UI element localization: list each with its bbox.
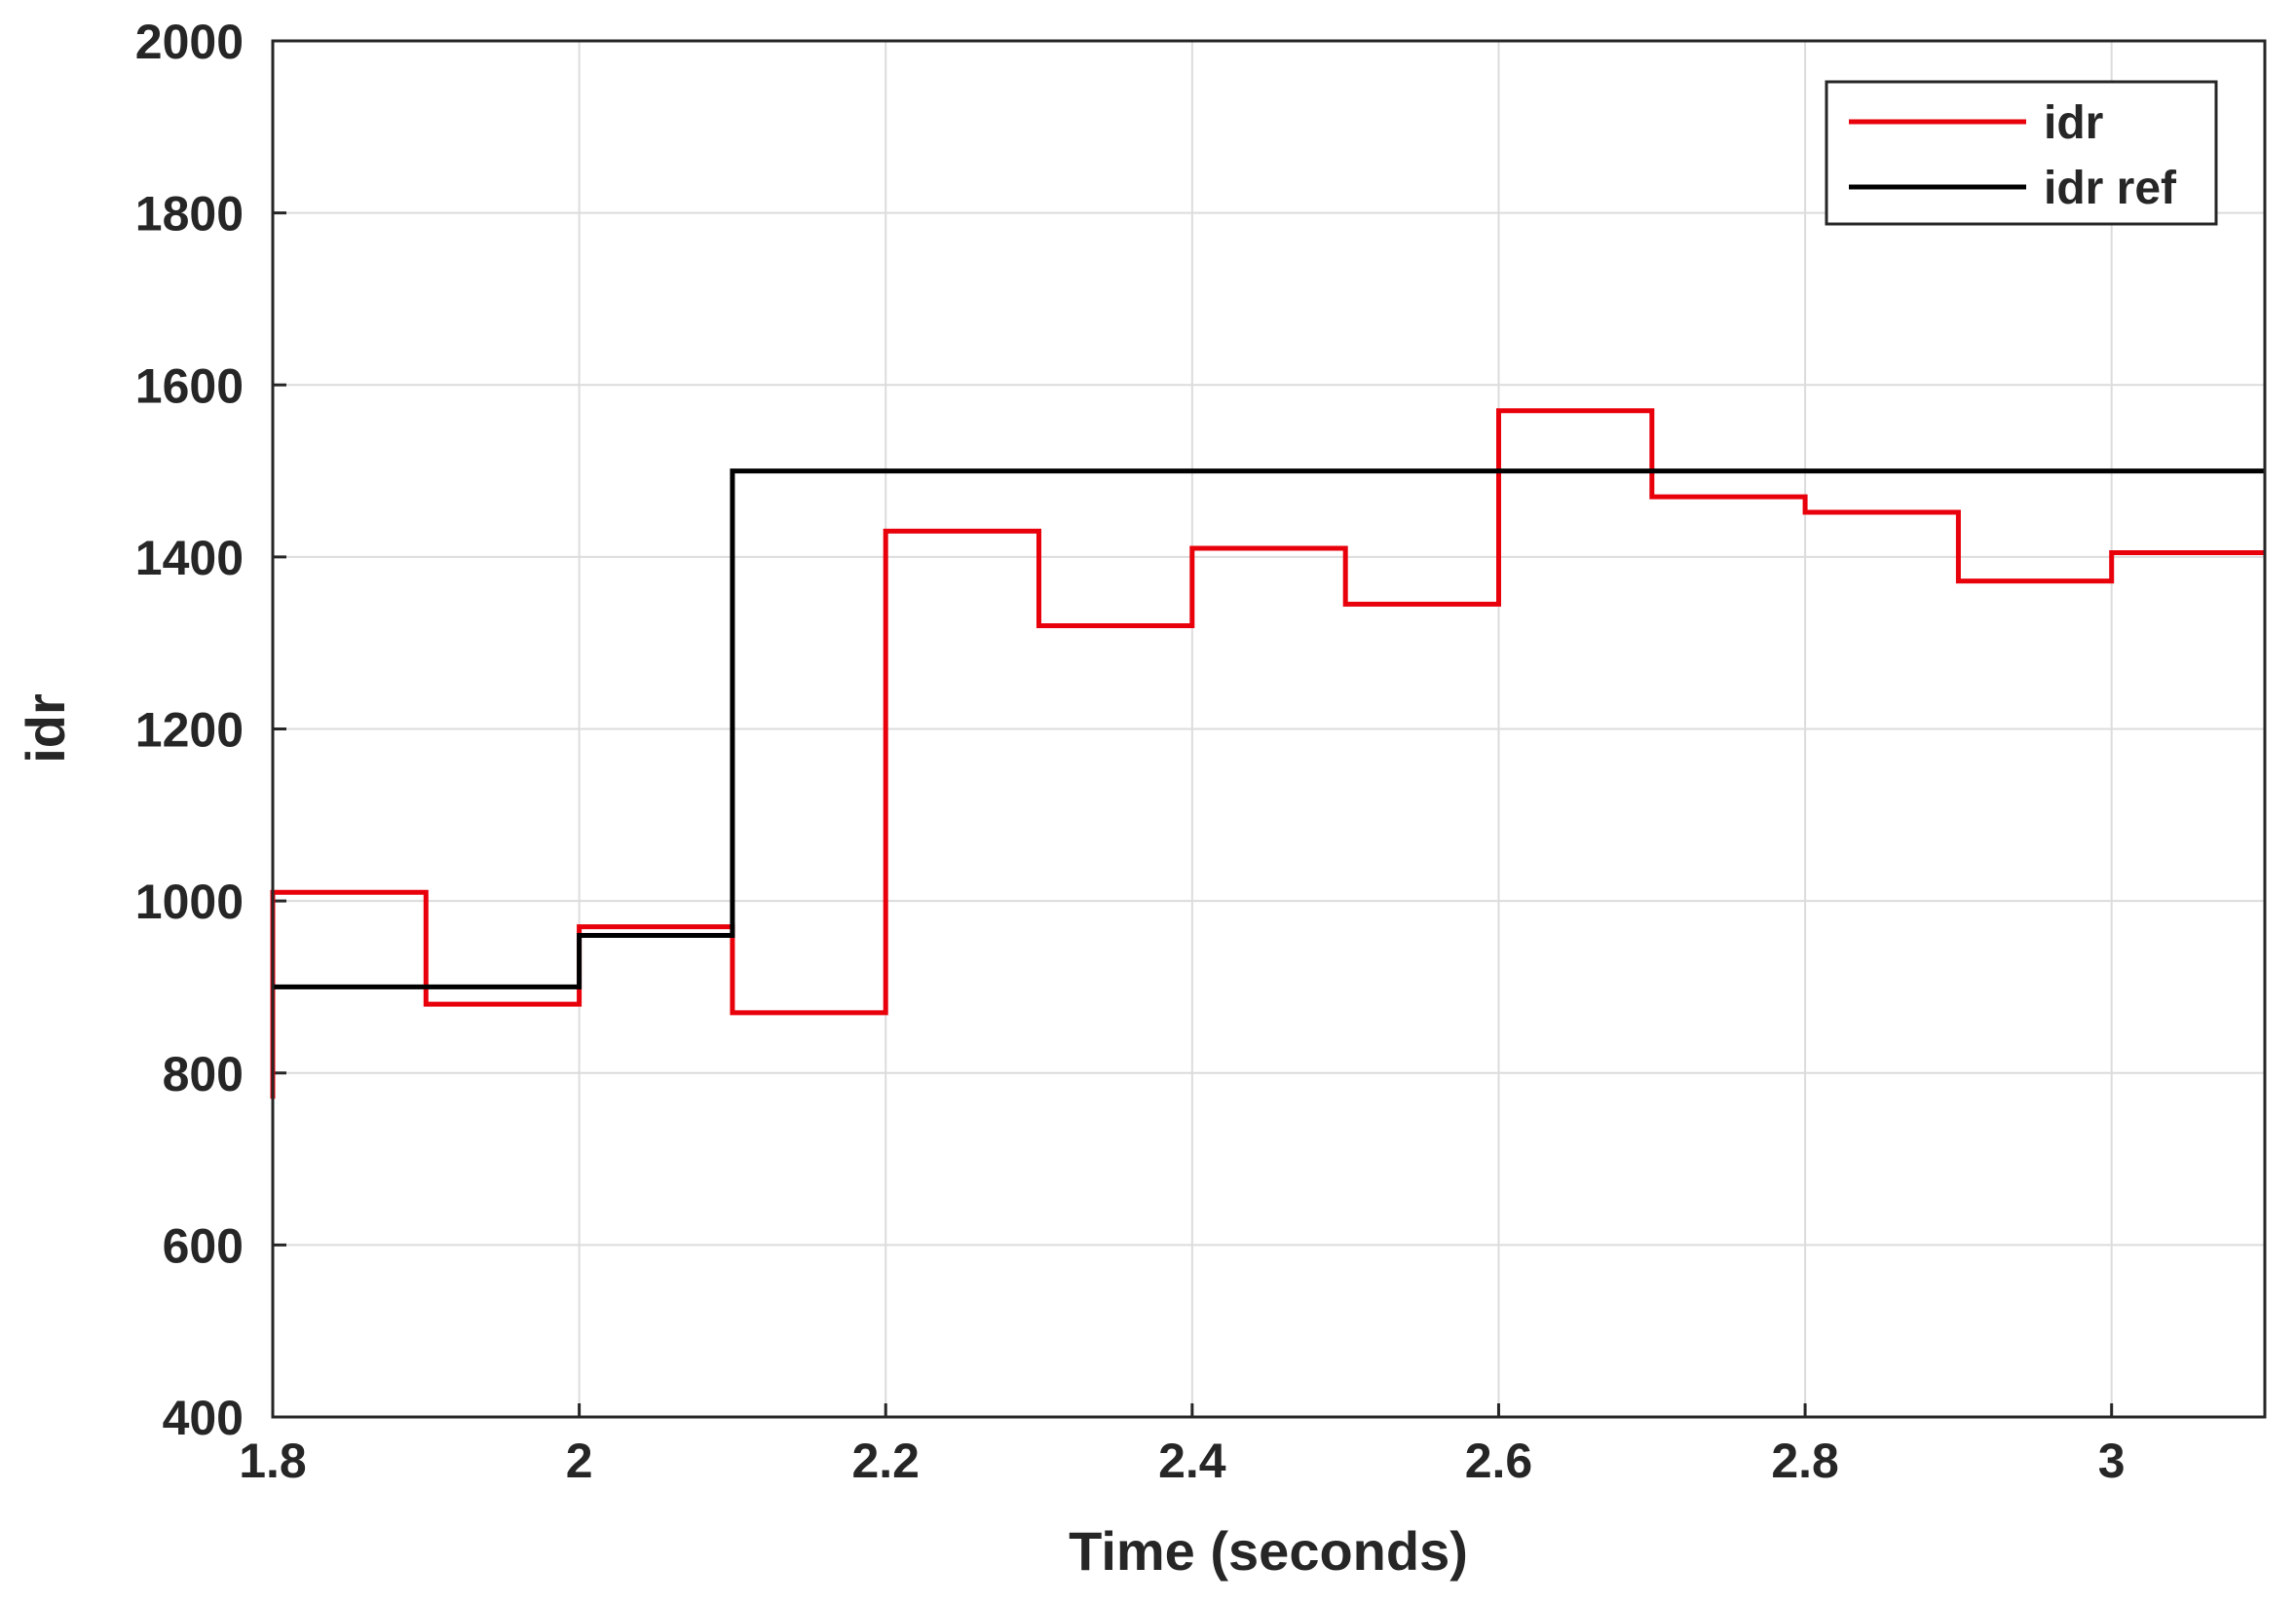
legend-label-idr-ref: idr ref	[2044, 163, 2177, 214]
y-tick-label: 1200	[135, 703, 244, 758]
y-tick-label: 1600	[135, 358, 244, 413]
y-tick-label: 2000	[135, 15, 244, 69]
x-tick-label: 2.6	[1465, 1434, 1533, 1488]
plot-frame	[271, 39, 2267, 1419]
x-tick-label: 2.8	[1771, 1434, 1839, 1488]
y-tick-label: 400	[163, 1391, 244, 1445]
y-axis-label: idr	[15, 693, 76, 764]
x-tick-label: 1.8	[239, 1434, 307, 1488]
x-tick-label: 2	[566, 1434, 593, 1488]
series-lines	[270, 408, 2265, 1100]
y-tick-label: 600	[163, 1218, 244, 1273]
series-line-idr-ref	[273, 468, 2265, 989]
y-tick-label: 1400	[135, 531, 244, 585]
y-tick-label: 1800	[135, 187, 244, 242]
x-axis-label: Time (seconds)	[1069, 1520, 1468, 1582]
tick-labels: 1.8 2 2.2 2.4 2.6 2.8 3 400 600 800 1000 1200 1400 16…	[135, 15, 2126, 1488]
y-tick-label: 800	[163, 1047, 244, 1101]
y-tick-label: 1000	[135, 875, 244, 929]
legend-label-idr: idr	[2044, 97, 2103, 149]
legend-box	[1825, 80, 2218, 226]
x-tick-label: 2.2	[851, 1434, 920, 1488]
legend: idr idr ref	[1825, 80, 2218, 226]
x-tick-label: 2.4	[1158, 1434, 1226, 1488]
x-tick-label: 3	[2098, 1434, 2126, 1488]
